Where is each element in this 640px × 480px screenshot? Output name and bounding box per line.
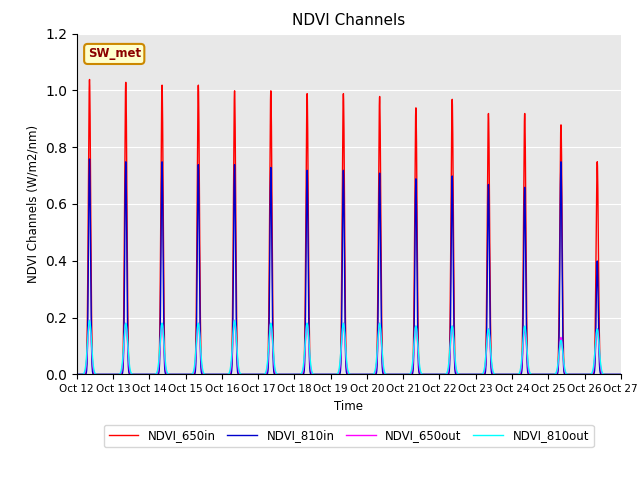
NDVI_810out bbox=[580, 372, 588, 377]
NDVI_650out bbox=[86, 318, 93, 324]
NDVI_810out bbox=[73, 372, 81, 377]
NDVI_810in bbox=[305, 346, 313, 351]
NDVI_810out bbox=[305, 342, 313, 348]
NDVI_650out bbox=[73, 372, 81, 377]
Line: NDVI_650in: NDVI_650in bbox=[77, 80, 621, 374]
NDVI_650in bbox=[86, 77, 93, 83]
NDVI_650out bbox=[135, 372, 143, 377]
NDVI_650out bbox=[305, 346, 313, 352]
NDVI_810in bbox=[282, 372, 289, 377]
NDVI_650out bbox=[617, 372, 625, 377]
NDVI_650in bbox=[282, 372, 289, 377]
NDVI_650in bbox=[73, 372, 81, 377]
NDVI_650in bbox=[548, 372, 556, 377]
NDVI_810in bbox=[135, 372, 143, 377]
NDVI_650in bbox=[168, 372, 175, 377]
NDVI_650in bbox=[135, 372, 143, 377]
NDVI_650out bbox=[580, 372, 588, 377]
NDVI_810in bbox=[86, 156, 93, 162]
NDVI_650out bbox=[282, 372, 289, 377]
NDVI_810out bbox=[168, 372, 175, 377]
Y-axis label: NDVI Channels (W/m2/nm): NDVI Channels (W/m2/nm) bbox=[26, 125, 40, 283]
NDVI_810in bbox=[168, 372, 175, 377]
NDVI_650out bbox=[607, 372, 614, 377]
NDVI_650in bbox=[305, 314, 313, 320]
Title: NDVI Channels: NDVI Channels bbox=[292, 13, 405, 28]
Text: SW_met: SW_met bbox=[88, 48, 141, 60]
NDVI_650out bbox=[168, 372, 175, 377]
NDVI_810out bbox=[617, 372, 625, 377]
Line: NDVI_810out: NDVI_810out bbox=[77, 321, 621, 374]
NDVI_810out bbox=[86, 318, 93, 324]
Legend: NDVI_650in, NDVI_810in, NDVI_650out, NDVI_810out: NDVI_650in, NDVI_810in, NDVI_650out, NDV… bbox=[104, 425, 594, 447]
NDVI_810in bbox=[73, 372, 81, 377]
NDVI_650in bbox=[606, 372, 614, 377]
NDVI_650in bbox=[617, 372, 625, 377]
NDVI_810out bbox=[135, 372, 143, 377]
NDVI_810in bbox=[606, 372, 614, 377]
NDVI_810out bbox=[282, 372, 289, 377]
NDVI_810out bbox=[607, 372, 614, 377]
NDVI_810in bbox=[617, 372, 625, 377]
NDVI_810in bbox=[548, 372, 556, 377]
NDVI_650out bbox=[548, 372, 556, 377]
NDVI_810out bbox=[548, 372, 556, 377]
X-axis label: Time: Time bbox=[334, 400, 364, 413]
Line: NDVI_810in: NDVI_810in bbox=[77, 159, 621, 374]
Line: NDVI_650out: NDVI_650out bbox=[77, 321, 621, 374]
